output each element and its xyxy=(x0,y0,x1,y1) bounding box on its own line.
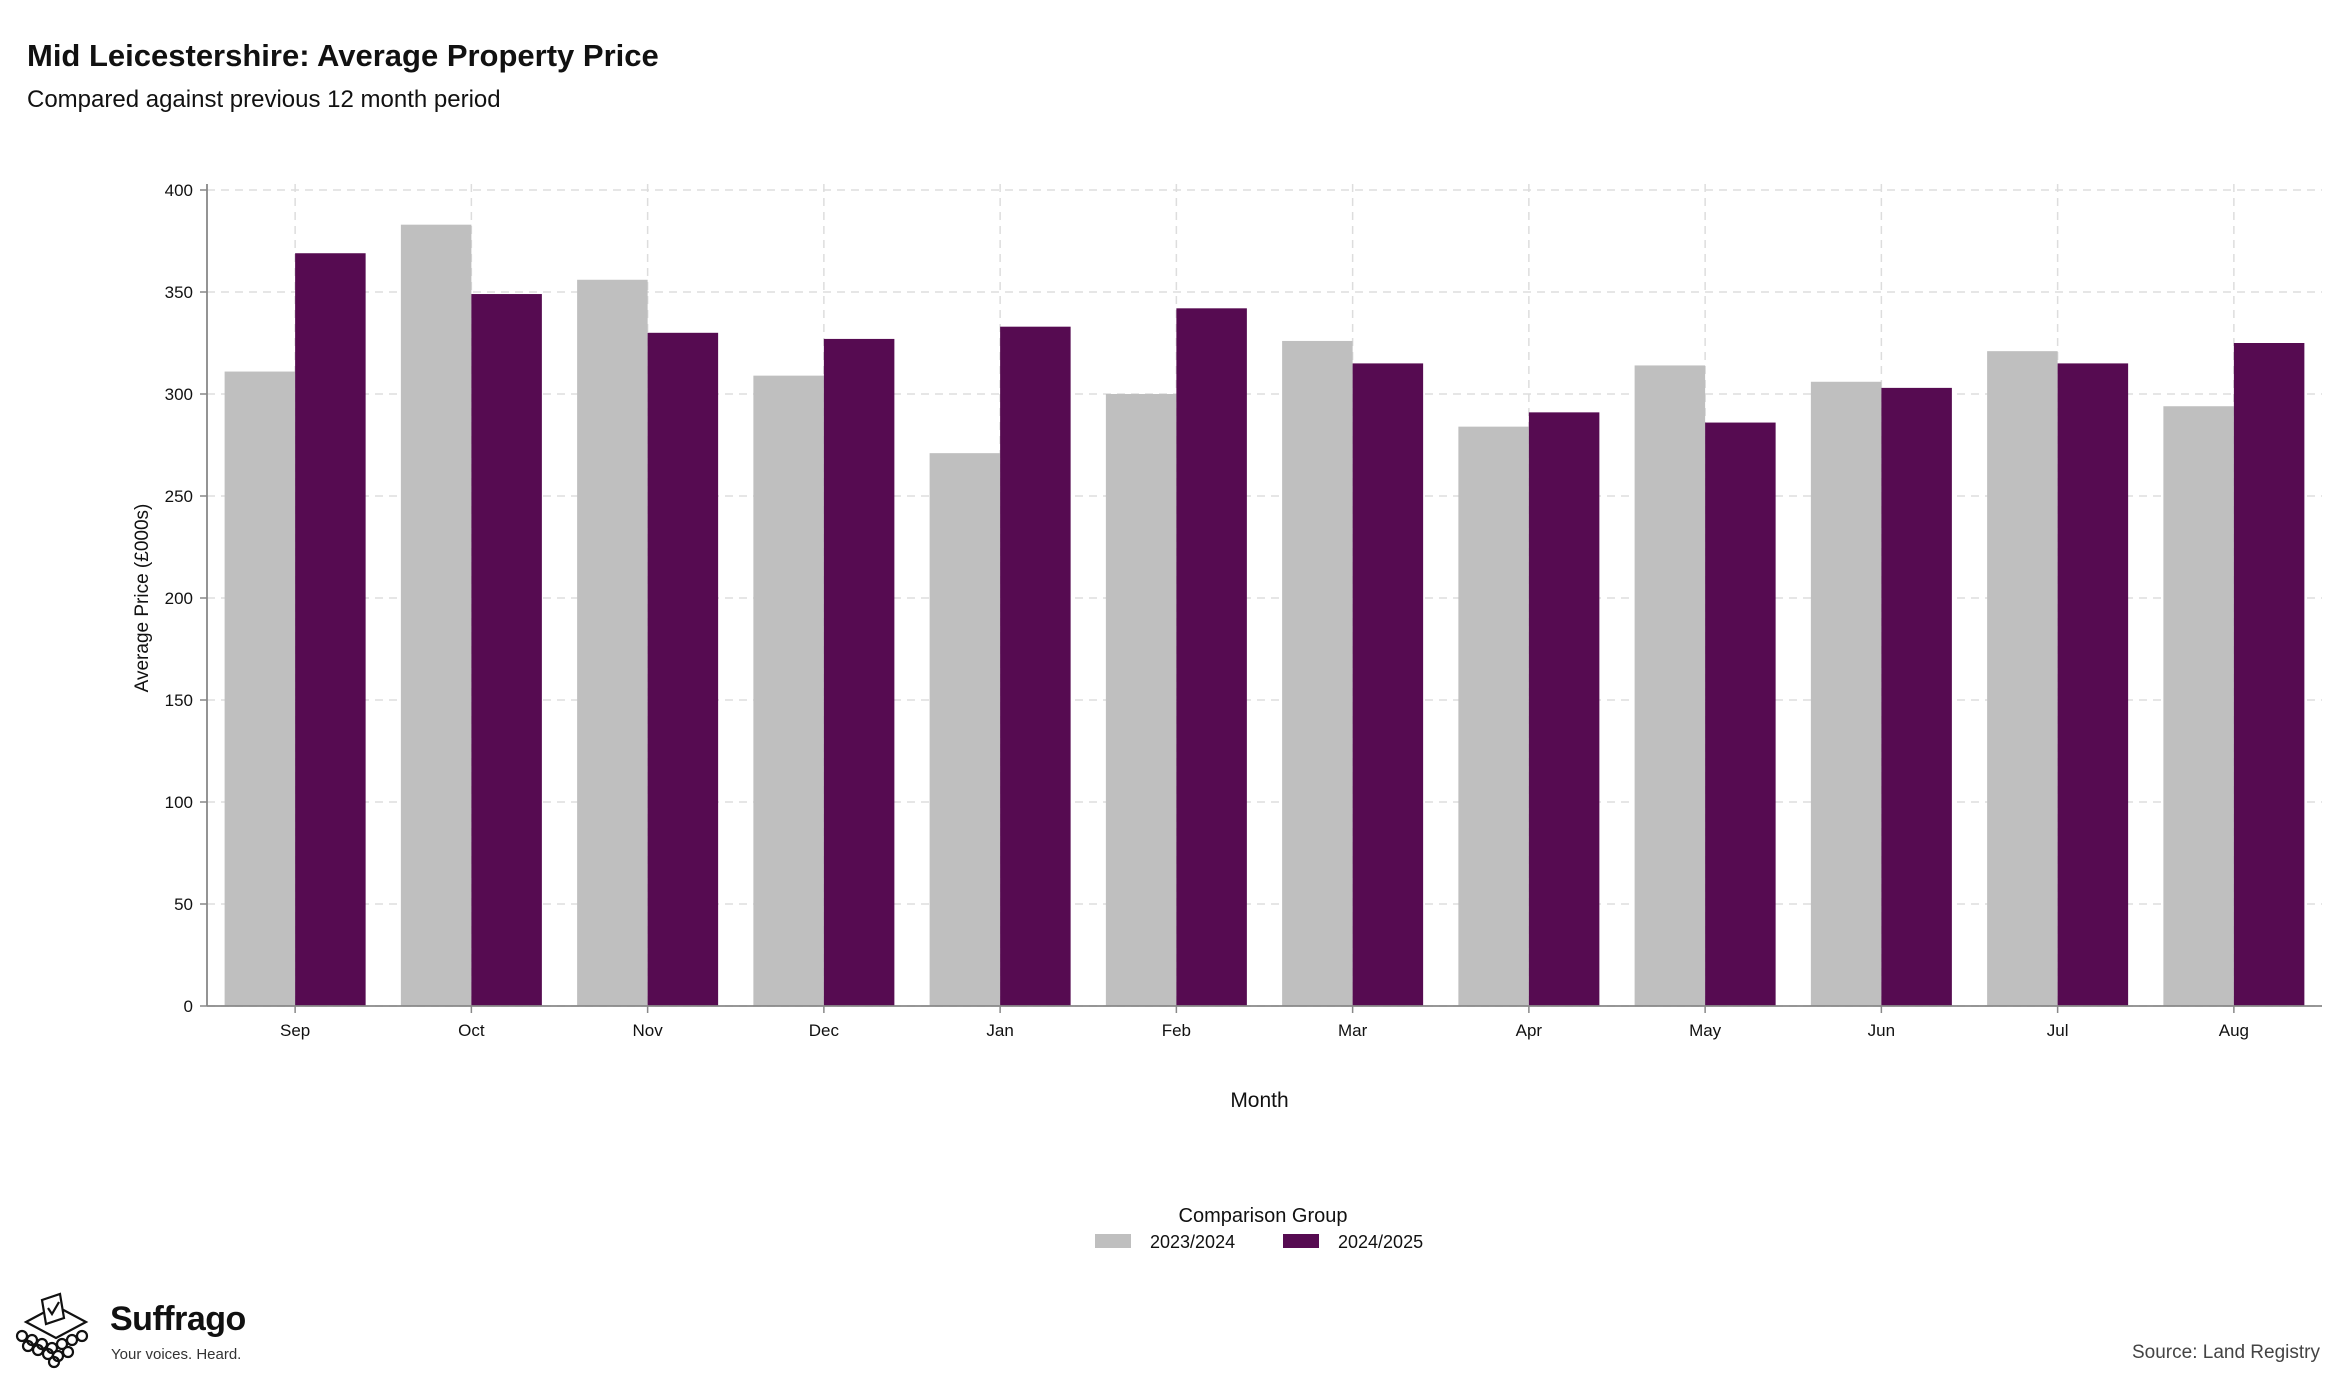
bar-jan-2023-2024 xyxy=(929,453,1001,1006)
x-tick-label: Jan xyxy=(986,1021,1013,1040)
x-tick-label: Jun xyxy=(1868,1021,1895,1040)
bars xyxy=(224,224,2305,1007)
bar-apr-2024-2025 xyxy=(1528,412,1600,1006)
suffrago-logo-icon xyxy=(15,1292,89,1369)
legend: Comparison Group 2023/2024 2024/2025 xyxy=(1095,1205,1423,1252)
x-tick-label: Oct xyxy=(458,1021,485,1040)
bar-jun-2023-2024 xyxy=(1810,381,1882,1006)
bar-jul-2023-2024 xyxy=(1987,351,2058,1006)
y-tick-label: 300 xyxy=(165,385,193,404)
bar-nov-2024-2025 xyxy=(647,332,719,1006)
bar-jun-2024-2025 xyxy=(1881,387,1952,1006)
y-tick-label: 350 xyxy=(165,283,193,302)
bar-oct-2024-2025 xyxy=(471,294,542,1006)
bar-sep-2023-2024 xyxy=(224,371,296,1006)
legend-swatch xyxy=(1283,1234,1319,1248)
bar-mar-2024-2025 xyxy=(1352,363,1424,1006)
bar-oct-2023-2024 xyxy=(400,224,472,1006)
bar-aug-2023-2024 xyxy=(2163,406,2234,1006)
legend-label: 2023/2024 xyxy=(1150,1232,1235,1252)
bar-aug-2024-2025 xyxy=(2233,343,2305,1006)
y-tick-label: 250 xyxy=(165,487,193,506)
bar-feb-2024-2025 xyxy=(1176,308,1247,1006)
y-tick-label: 200 xyxy=(165,589,193,608)
bar-sep-2024-2025 xyxy=(295,253,366,1007)
bar-apr-2023-2024 xyxy=(1458,426,1529,1006)
brand-name: Suffrago xyxy=(110,1300,246,1338)
y-tick-label: 150 xyxy=(165,691,193,710)
x-axis-title: Month xyxy=(1230,1089,1288,1112)
bar-mar-2023-2024 xyxy=(1282,340,1353,1007)
x-tick-label: Dec xyxy=(809,1021,840,1040)
bar-dec-2024-2025 xyxy=(823,338,895,1006)
source-note: Source: Land Registry xyxy=(2132,1342,2320,1363)
bar-jan-2024-2025 xyxy=(1000,326,1071,1006)
bar-may-2023-2024 xyxy=(1634,365,1706,1006)
axes xyxy=(200,184,2322,1013)
bar-chart: 0 50 100 150 200 250 300 350 400 Sep Oct Nov Dec Jan F… xyxy=(132,181,2322,1252)
bar-may-2024-2025 xyxy=(1705,422,1776,1006)
bar-nov-2023-2024 xyxy=(577,279,648,1006)
x-tick-label: Apr xyxy=(1516,1021,1543,1040)
x-tick-label: Feb xyxy=(1162,1021,1191,1040)
y-tick-label: 0 xyxy=(184,997,193,1016)
chart-title: Mid Leicestershire: Average Property Pri… xyxy=(27,38,659,73)
y-axis-title: Average Price (£000s) xyxy=(132,504,153,693)
brand-tagline: Your voices. Heard. xyxy=(111,1346,242,1363)
bar-jul-2024-2025 xyxy=(2057,363,2129,1006)
legend-label: 2024/2025 xyxy=(1338,1232,1423,1252)
chart-subtitle: Compared against previous 12 month perio… xyxy=(27,86,501,113)
y-tick-label: 50 xyxy=(174,895,193,914)
legend-title: Comparison Group xyxy=(1179,1205,1348,1227)
axis-labels: 0 50 100 150 200 250 300 350 400 Sep Oct Nov Dec Jan F… xyxy=(132,181,2249,1112)
bar-dec-2023-2024 xyxy=(753,375,824,1006)
y-tick-label: 100 xyxy=(165,793,193,812)
x-tick-label: Nov xyxy=(633,1021,664,1040)
x-tick-label: Aug xyxy=(2219,1021,2249,1040)
x-tick-label: Sep xyxy=(280,1021,310,1040)
x-tick-label: Jul xyxy=(2047,1021,2069,1040)
legend-swatch xyxy=(1095,1234,1131,1248)
x-tick-label: Mar xyxy=(1338,1021,1368,1040)
x-tick-label: May xyxy=(1689,1021,1722,1040)
bar-feb-2023-2024 xyxy=(1105,394,1177,1006)
y-tick-label: 400 xyxy=(165,181,193,200)
